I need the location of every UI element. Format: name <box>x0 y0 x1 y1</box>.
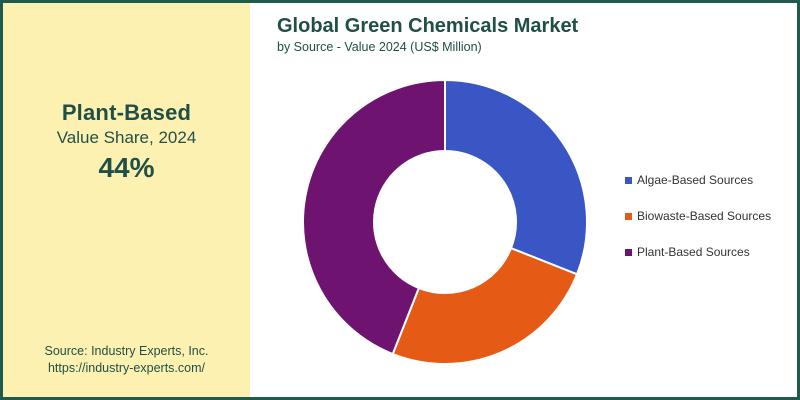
donut-slice-plant-based-sources <box>302 78 446 356</box>
kpi-subtitle: Value Share, 2024 <box>56 128 197 147</box>
source-url: https://industry-experts.com/ <box>47 361 205 375</box>
legend-item: Biowaste-Based Sources <box>625 207 771 225</box>
legend-label: Algae-Based Sources <box>637 173 754 187</box>
legend-swatch <box>625 176 632 184</box>
chart-panel: Global Green Chemicals Market by Source … <box>250 3 797 397</box>
source-note: Source: Industry Experts, Inc. https://i… <box>3 343 250 377</box>
kpi-block: Plant-Based Value Share, 2024 44% <box>3 100 250 184</box>
legend-item: Algae-Based Sources <box>625 171 771 189</box>
donut-slice-algae-based-sources <box>444 78 588 276</box>
chart-title: Global Green Chemicals Market <box>277 15 579 37</box>
kpi-panel: Plant-Based Value Share, 2024 44% Source… <box>3 3 250 397</box>
donut-slice-biowaste-based-sources <box>391 246 579 365</box>
legend-item: Plant-Based Sources <box>625 243 771 261</box>
donut-chart <box>302 78 588 365</box>
legend-label: Biowaste-Based Sources <box>637 209 772 223</box>
legend-label: Plant-Based Sources <box>637 245 750 259</box>
chart-subtitle: by Source - Value 2024 (US$ Million) <box>277 40 482 54</box>
legend-swatch <box>625 212 632 220</box>
kpi-value: 44% <box>98 152 155 183</box>
legend-swatch <box>625 248 632 256</box>
kpi-title: Plant-Based <box>61 100 192 125</box>
chart-legend: Algae-Based Sources Biowaste-Based Source… <box>625 171 771 279</box>
source-line: Source: Industry Experts, Inc. <box>44 344 209 358</box>
